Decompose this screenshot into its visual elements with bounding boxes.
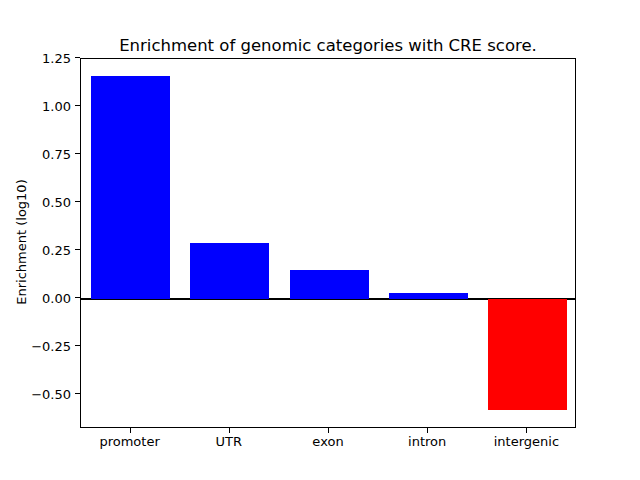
bar-UTR <box>190 243 269 299</box>
x-tick-label: UTR <box>216 434 243 449</box>
y-tick-mark <box>75 393 80 394</box>
y-tick-mark <box>75 105 80 106</box>
x-tick-label: exon <box>312 434 343 449</box>
figure: Enrichment of genomic categories with CR… <box>0 0 640 480</box>
y-tick-label: 0.25 <box>0 242 71 257</box>
bar-exon <box>290 270 369 299</box>
y-tick-label: 1.25 <box>0 50 71 65</box>
y-tick-label: 1.00 <box>0 98 71 113</box>
x-tick-mark <box>526 428 527 433</box>
x-tick-label: intron <box>408 434 446 449</box>
x-tick-mark <box>427 428 428 433</box>
bar-promoter <box>91 76 170 299</box>
y-tick-mark <box>75 201 80 202</box>
plot-area <box>80 58 576 428</box>
y-tick-mark <box>75 153 80 154</box>
y-tick-label: 0.50 <box>0 194 71 209</box>
y-tick-label: −0.25 <box>0 338 71 353</box>
x-tick-label: intergenic <box>494 434 559 449</box>
x-tick-mark <box>328 428 329 433</box>
x-tick-mark <box>229 428 230 433</box>
x-tick-label: promoter <box>99 434 159 449</box>
bar-intron <box>389 293 468 299</box>
y-tick-label: 0.00 <box>0 290 71 305</box>
y-tick-mark <box>75 57 80 58</box>
y-tick-label: −0.50 <box>0 386 71 401</box>
x-tick-mark <box>130 428 131 433</box>
y-tick-label: 0.75 <box>0 146 71 161</box>
chart-title: Enrichment of genomic categories with CR… <box>80 36 576 55</box>
y-tick-mark <box>75 345 80 346</box>
y-tick-mark <box>75 297 80 298</box>
bar-intergenic <box>488 299 567 410</box>
y-tick-mark <box>75 249 80 250</box>
